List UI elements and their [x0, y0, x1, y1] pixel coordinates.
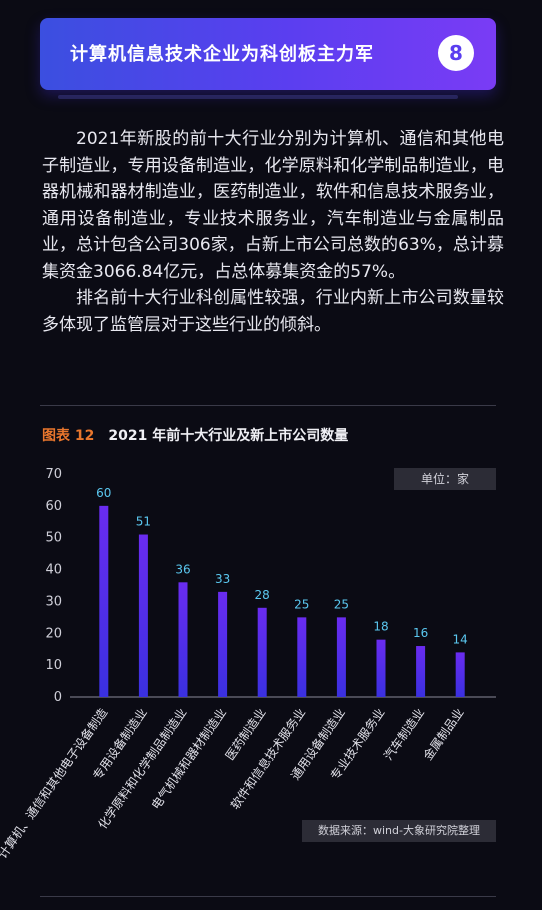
- bar-chart: 0 10 20 30 40 50 60 70 60 51 36 33 28 25 25 18 16 14 计算机…: [0, 467, 496, 861]
- bar: [178, 582, 188, 697]
- bottom-divider: [40, 896, 496, 897]
- value-label: 28: [255, 588, 270, 602]
- y-tick-label: 0: [54, 690, 62, 705]
- value-label: 60: [96, 486, 111, 500]
- figure-name: 2021 年前十大行业及新上市公司数量: [108, 428, 349, 444]
- y-tick-label: 40: [45, 563, 62, 578]
- bar: [455, 652, 465, 697]
- bar: [138, 534, 148, 697]
- value-label: 18: [373, 620, 388, 634]
- bar: [336, 617, 346, 697]
- value-label: 36: [175, 562, 190, 576]
- header-shadow: [58, 95, 458, 99]
- x-tick-label: 电气机械和器材制造业: [148, 705, 229, 812]
- x-tick-label: 软件和信息技术服务业: [227, 705, 308, 812]
- header-title: 计算机信息技术企业为科创板主力军: [70, 44, 374, 65]
- bar: [257, 607, 267, 697]
- y-tick-label: 60: [45, 499, 62, 514]
- bars: [99, 505, 465, 697]
- source-note: 数据来源：wind-大象研究院整理: [302, 820, 496, 842]
- x-tick-label: 计算机、通信和其他电子设备制造: [0, 705, 110, 861]
- top-divider: [40, 405, 496, 406]
- y-axis: 0 10 20 30 40 50 60 70: [45, 467, 62, 705]
- bar: [416, 646, 426, 697]
- value-label: 14: [453, 632, 468, 646]
- body-text: 2021年新股的前十大行业分别为计算机、通信和其他电子制造业，专用设备制造业，化…: [42, 126, 504, 338]
- section-number-badge: 8: [438, 35, 474, 71]
- value-label: 51: [136, 515, 151, 529]
- value-label: 16: [413, 626, 428, 640]
- y-tick-label: 30: [45, 594, 62, 609]
- bar: [297, 617, 307, 697]
- figure-title: 图表 12 2021 年前十大行业及新上市公司数量: [42, 425, 348, 445]
- bar: [376, 639, 386, 697]
- paragraph-2: 排名前十大行业科创属性较强，行业内新上市公司数量较多体现了监管层对于这些行业的倾…: [42, 288, 504, 335]
- value-label: 25: [334, 597, 349, 611]
- y-tick-label: 10: [45, 658, 62, 673]
- header-banner: 计算机信息技术企业为科创板主力军 8: [40, 18, 496, 90]
- y-tick-label: 50: [45, 531, 62, 546]
- value-label: 33: [215, 572, 230, 586]
- value-label: 25: [294, 597, 309, 611]
- y-tick-label: 70: [45, 467, 62, 482]
- y-tick-label: 20: [45, 626, 62, 641]
- value-labels: 60 51 36 33 28 25 25 18 16 14: [96, 486, 468, 647]
- bar: [218, 591, 228, 697]
- unit-label: 单位：家: [394, 468, 496, 490]
- bar: [99, 505, 109, 697]
- figure-number: 图表 12: [42, 428, 95, 444]
- paragraph-1: 2021年新股的前十大行业分别为计算机、通信和其他电子制造业，专用设备制造业，化…: [42, 129, 504, 282]
